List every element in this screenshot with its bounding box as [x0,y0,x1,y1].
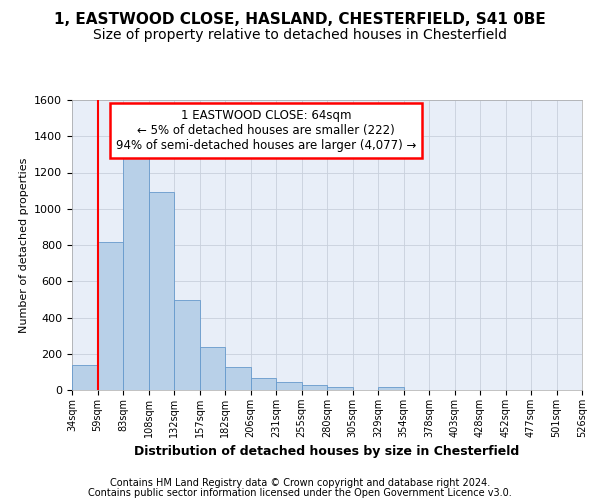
Bar [327,388,353,390]
Y-axis label: Number of detached properties: Number of detached properties [19,158,29,332]
Bar [72,364,97,390]
Bar [251,378,276,390]
Text: 1, EASTWOOD CLOSE, HASLAND, CHESTERFIELD, S41 0BE: 1, EASTWOOD CLOSE, HASLAND, CHESTERFIELD… [54,12,546,28]
Bar [276,382,302,390]
Bar [97,242,123,390]
Text: Contains public sector information licensed under the Open Government Licence v3: Contains public sector information licen… [88,488,512,498]
Bar [378,388,404,390]
Bar [123,158,149,390]
Bar [149,192,174,390]
Bar [225,368,251,390]
Bar [199,346,225,390]
Text: Contains HM Land Registry data © Crown copyright and database right 2024.: Contains HM Land Registry data © Crown c… [110,478,490,488]
Bar [174,300,199,390]
Text: Size of property relative to detached houses in Chesterfield: Size of property relative to detached ho… [93,28,507,42]
Text: 1 EASTWOOD CLOSE: 64sqm
← 5% of detached houses are smaller (222)
94% of semi-de: 1 EASTWOOD CLOSE: 64sqm ← 5% of detached… [116,108,416,152]
Bar [302,386,327,390]
X-axis label: Distribution of detached houses by size in Chesterfield: Distribution of detached houses by size … [134,446,520,458]
